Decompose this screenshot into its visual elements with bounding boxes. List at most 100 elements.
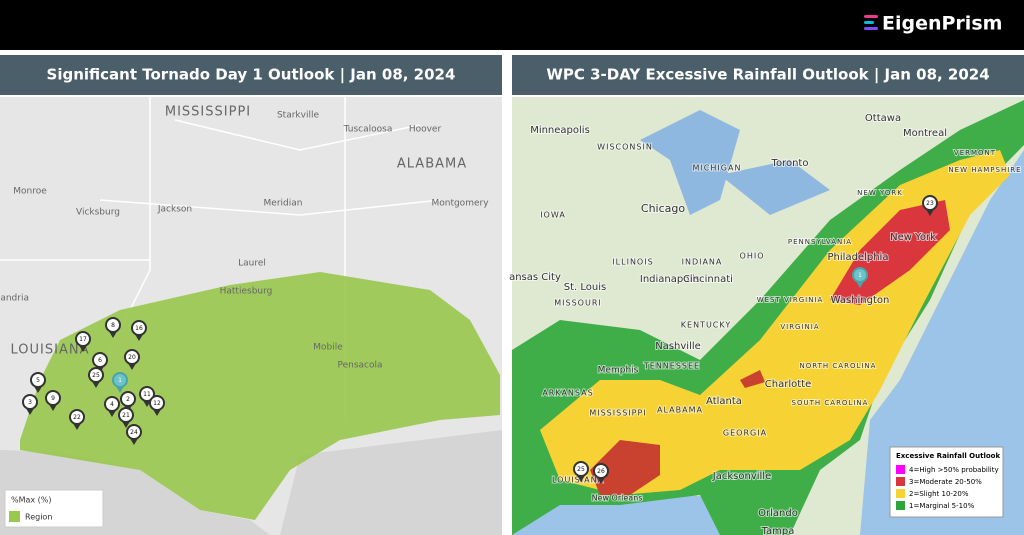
place-label: WISCONSIN [597,143,653,152]
panel-title: WPC 3-DAY Excessive Rainfall Outlook | J… [546,66,989,85]
place-label: Washington [831,295,890,306]
place-label: LOUISIANA [11,343,90,358]
place-label: GEORGIA [723,429,767,438]
place-label: PENNSYLVANIA [788,238,852,246]
marker-head [69,409,85,425]
place-label: VIRGINIA [780,323,819,331]
map-marker[interactable]: 17 [75,331,91,352]
legend-item: Region [25,513,52,522]
place-label: Mobile [313,343,343,353]
marker-head [922,195,938,211]
legend-title: Excessive Rainfall Outlook [896,452,1000,460]
map-marker[interactable]: 1 [112,372,128,393]
marker-label: 2 [126,396,130,403]
place-label: MICHIGAN [693,164,742,173]
marker-head [118,407,134,423]
map-marker[interactable]: 8 [105,317,121,338]
map-marker[interactable]: 12 [149,395,165,416]
map-marker[interactable]: 4 [104,396,120,417]
marker-label: 26 [597,468,605,475]
marker-label: 9 [51,395,55,402]
place-label: Indianapolis [640,274,700,285]
marker-label: 12 [153,400,161,407]
place-label: WEST VIRGINIA [757,296,824,304]
marker-label: 1 [118,377,122,384]
place-label: Hoover [409,125,442,135]
marker-head [30,372,46,388]
place-label: INDIANA [682,258,723,267]
place-label: IOWA [540,211,566,220]
panel-title: Significant Tornado Day 1 Outlook | Jan … [47,66,456,85]
marker-head [45,390,61,406]
map-marker[interactable]: 26 [593,463,609,484]
marker-head [126,424,142,440]
legend-item: 1=Marginal 5-10% [909,502,975,510]
legend-swatch [896,501,905,510]
place-label: Montgomery [431,199,489,209]
marker-label: 6 [98,357,102,364]
marker-head [139,386,155,402]
map-marker[interactable]: 20 [124,349,140,370]
legend-title: %Max (%) [11,496,52,505]
map-marker[interactable]: 9 [45,390,61,411]
map-marker[interactable]: 23 [922,195,938,216]
panel-header [512,55,1024,95]
place-label: ALABAMA [397,157,467,172]
marker-label: 8 [111,322,115,329]
map-marker[interactable]: 1 [852,267,868,288]
map-marker[interactable]: 16 [131,320,147,341]
marker-label: 21 [122,412,130,419]
place-label: Pensacola [337,361,382,371]
place-label: KENTUCKY [681,321,731,330]
place-label: Charlotte [765,379,811,390]
marker-label: 25 [577,466,585,473]
map-marker[interactable]: 25 [88,367,104,388]
marker-label: 5 [36,377,40,384]
map-marker[interactable]: 6 [92,352,108,373]
place-label: MISSOURI [554,299,602,308]
place-label: NEW HAMPSHIRE [948,166,1021,174]
place-label: Montreal [903,128,947,139]
place-label: SOUTH CAROLINA [792,399,869,407]
place-label: xandria [0,294,29,304]
marker-head [22,394,38,410]
place-label: St. Louis [564,282,606,293]
place-label: Ottawa [865,113,901,124]
map-marker[interactable]: 3 [22,394,38,415]
marker-head [573,461,589,477]
place-label: ALABAMA [657,406,703,415]
place-label: Tuscaloosa [343,125,393,135]
brand: EigenPrism [882,13,1002,35]
marker-head [124,349,140,365]
legend-swatch [896,477,905,486]
marker-head [92,352,108,368]
map-marker[interactable]: 2 [120,391,136,412]
place-label: MISSISSIPPI [165,105,251,120]
marker-head [75,331,91,347]
marker-label: 25 [92,372,100,379]
marker-label: 1 [858,272,862,279]
map-marker[interactable]: 21 [118,407,134,428]
marker-label: 11 [143,391,151,398]
marker-head [88,367,104,383]
top-bar [0,0,1024,50]
marker-head [593,463,609,479]
place-label: Jackson [157,205,192,215]
place-label: Tampa [761,526,795,535]
map-marker[interactable]: 22 [69,409,85,430]
place-label: Chicago [641,202,685,215]
place-label: Nashville [655,341,701,352]
legend [889,446,1004,518]
place-label: Atlanta [706,396,742,407]
map-marker[interactable]: 24 [126,424,142,445]
map-marker[interactable]: 5 [30,372,46,393]
place-label: ARKANSAS [542,389,593,398]
place-label: Philadelphia [828,252,889,263]
map-marker[interactable]: 25 [573,461,589,482]
legend-swatch [896,489,905,498]
marker-label: 20 [128,354,136,361]
marker-label: 24 [130,429,138,436]
place-label: NEW YORK [857,189,903,197]
